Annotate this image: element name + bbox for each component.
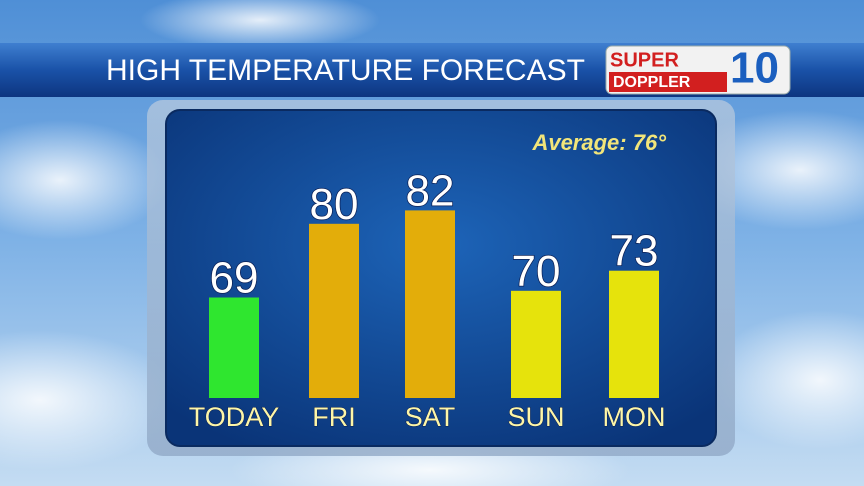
bar [511, 290, 561, 398]
logo-doppler: DOPPLER [613, 74, 691, 91]
value-label: 80 [310, 180, 359, 229]
category-label: MON [603, 402, 666, 432]
average-annotation: Average: 76° [531, 130, 666, 155]
logo: SUPER DOPPLER 10 [605, 44, 791, 95]
bar [209, 297, 259, 398]
logo-doppler-bg [609, 72, 727, 92]
category-label: TODAY [189, 402, 280, 432]
value-label: 73 [610, 227, 659, 276]
logo-super: SUPER [610, 49, 679, 71]
bar [309, 223, 359, 398]
value-label: 69 [210, 254, 259, 303]
bar [609, 270, 659, 398]
category-label: SUN [507, 402, 564, 432]
category-label: SAT [405, 402, 456, 432]
value-label: 70 [512, 247, 561, 296]
value-label: 82 [406, 166, 455, 215]
chart-title: HIGH TEMPERATURE FORECAST [106, 54, 585, 87]
category-label: FRI [312, 402, 356, 432]
bar [405, 210, 455, 398]
logo-number: 10 [730, 44, 779, 93]
